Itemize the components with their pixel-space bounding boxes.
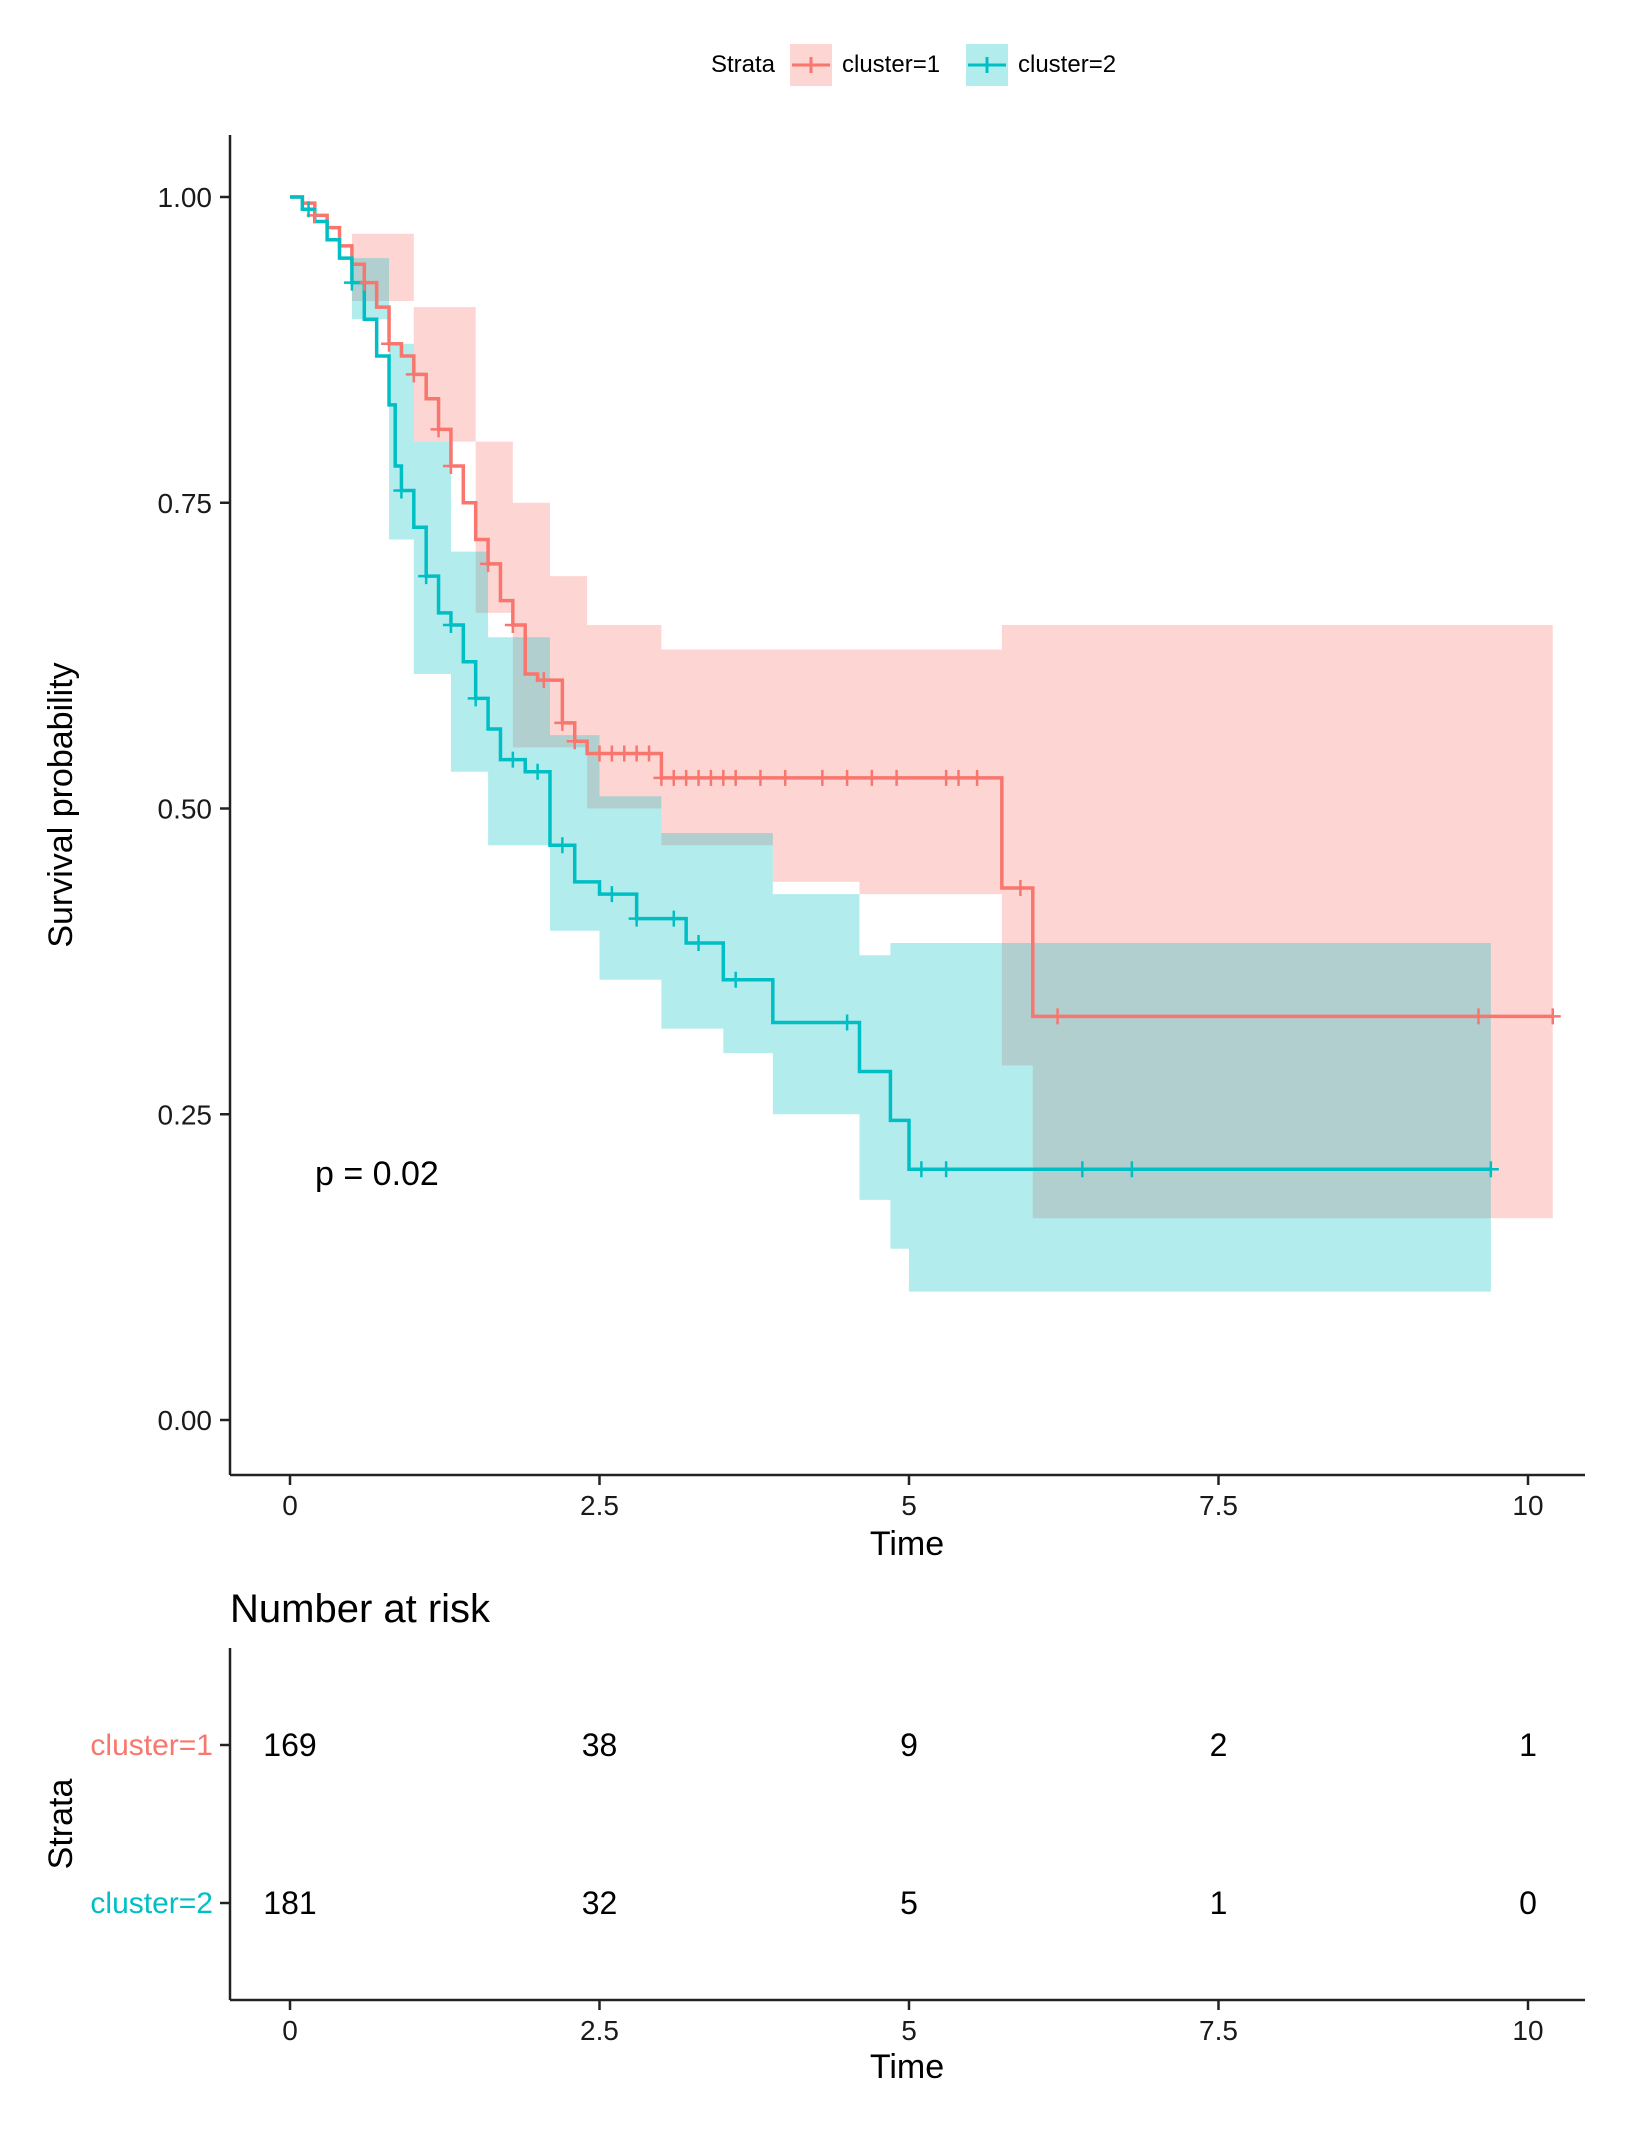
censor-mark-cluster-1 — [888, 769, 905, 786]
censor-mark-cluster-2 — [343, 274, 360, 291]
risk-value-cluster-2: 1 — [1210, 1885, 1228, 1921]
censor-mark-cluster-1 — [1049, 1008, 1066, 1025]
risk-value-cluster-1: 2 — [1210, 1727, 1228, 1763]
y-axis-ticks: 0.00 0.25 0.50 0.75 1.00 — [158, 182, 230, 1436]
censor-mark-cluster-1 — [641, 745, 658, 762]
censor-mark-cluster-1 — [535, 672, 552, 689]
censor-mark-cluster-1 — [727, 769, 744, 786]
censor-mark-cluster-1 — [1012, 879, 1029, 896]
risk-y-axis-title: Strata — [42, 1779, 80, 1870]
censor-mark-cluster-2 — [1123, 1161, 1140, 1178]
censor-mark-cluster-1 — [1470, 1008, 1487, 1025]
y-tick-label: 1.00 — [158, 182, 213, 213]
legend-label-cluster-1: cluster=1 — [842, 51, 940, 78]
confidence-bands — [290, 197, 1553, 1292]
x-tick-label: 2.5 — [580, 2015, 619, 2046]
risk-value-cluster-2: 32 — [582, 1885, 618, 1921]
censor-mark-cluster-1 — [442, 458, 459, 475]
censor-mark-cluster-1 — [430, 421, 447, 438]
y-tick-label: 0.25 — [158, 1099, 213, 1130]
censor-mark-cluster-1 — [752, 769, 769, 786]
censor-mark-cluster-2 — [393, 482, 410, 499]
risk-value-cluster-2: 181 — [263, 1885, 316, 1921]
censor-mark-cluster-1 — [1544, 1008, 1561, 1025]
legend-label-cluster-2: cluster=2 — [1018, 51, 1116, 78]
censor-mark-cluster-2 — [300, 201, 317, 218]
censor-mark-cluster-2 — [727, 971, 744, 988]
risk-x-axis-title: Time — [870, 2048, 944, 2086]
censor-mark-cluster-2 — [665, 910, 682, 927]
risk-table-title: Number at risk — [230, 1587, 491, 1631]
risk-value-cluster-1: 38 — [582, 1727, 618, 1763]
ci-band-cluster-1 — [290, 197, 1553, 1219]
risk-rows: cluster=1 169 38 9 2 1 cluster=2 181 32 5 1 0 — [90, 1727, 1536, 1921]
x-tick-label: 0 — [282, 1490, 298, 1521]
x-tick-label: 7.5 — [1199, 2015, 1238, 2046]
survival-plot: 0.00 0.25 0.50 0.75 1.00 0 2.5 5 7.5 10 Time Sur… — [42, 135, 1585, 1563]
censor-mark-cluster-2 — [690, 935, 707, 952]
risk-row-label-cluster-1: cluster=1 — [90, 1729, 213, 1762]
censor-mark-cluster-1 — [863, 769, 880, 786]
x-tick-label: 10 — [1512, 2015, 1543, 2046]
censor-mark-cluster-2 — [1482, 1161, 1499, 1178]
risk-value-cluster-1: 1 — [1519, 1727, 1537, 1763]
y-tick-label: 0.50 — [158, 794, 213, 825]
censor-mark-cluster-1 — [405, 366, 422, 383]
censor-mark-cluster-2 — [442, 617, 459, 634]
censor-mark-cluster-2 — [467, 690, 484, 707]
x-tick-label: 5 — [901, 1490, 917, 1521]
censor-mark-cluster-2 — [628, 910, 645, 927]
x-tick-label: 5 — [901, 2015, 917, 2046]
censor-mark-cluster-2 — [504, 751, 521, 768]
risk-value-cluster-2: 0 — [1519, 1885, 1537, 1921]
x-tick-label: 7.5 — [1199, 1490, 1238, 1521]
censor-mark-cluster-2 — [554, 837, 571, 854]
censor-mark-cluster-1 — [950, 769, 967, 786]
censor-mark-cluster-1 — [777, 769, 794, 786]
censor-mark-cluster-1 — [839, 769, 856, 786]
censor-mark-cluster-1 — [554, 714, 571, 731]
x-tick-label: 0 — [282, 2015, 298, 2046]
censor-mark-cluster-2 — [913, 1161, 930, 1178]
x-axis-ticks: 0 2.5 5 7.5 10 — [282, 1475, 1544, 1521]
censor-mark-cluster-2 — [938, 1161, 955, 1178]
y-axis-title: Survival probability — [42, 662, 80, 947]
censor-mark-cluster-2 — [418, 568, 435, 585]
x-tick-label: 10 — [1512, 1490, 1543, 1521]
risk-row-label-cluster-2: cluster=2 — [90, 1887, 213, 1920]
legend: Strata cluster=1 cluster=2 — [711, 44, 1116, 86]
p-value-label: p = 0.02 — [315, 1155, 439, 1193]
censor-marks — [300, 201, 1561, 1178]
censor-mark-cluster-1 — [480, 555, 497, 572]
risk-table: Number at risk cluster=1 169 38 9 2 1cluster=… — [42, 1587, 1585, 2086]
censor-mark-cluster-1 — [969, 769, 986, 786]
censor-mark-cluster-2 — [1074, 1161, 1091, 1178]
risk-value-cluster-1: 169 — [263, 1727, 316, 1763]
y-tick-label: 0.00 — [158, 1405, 213, 1436]
risk-x-axis-ticks: 0 2.5 5 7.5 10 — [282, 2000, 1544, 2046]
censor-mark-cluster-1 — [566, 733, 583, 750]
legend-title: Strata — [711, 51, 776, 78]
censor-mark-cluster-2 — [839, 1014, 856, 1031]
censor-mark-cluster-1 — [814, 769, 831, 786]
x-tick-label: 2.5 — [580, 1490, 619, 1521]
risk-value-cluster-1: 9 — [900, 1727, 918, 1763]
censor-mark-cluster-2 — [529, 763, 546, 780]
censor-mark-cluster-1 — [504, 617, 521, 634]
censor-mark-cluster-2 — [603, 886, 620, 903]
x-axis-title: Time — [870, 1525, 944, 1563]
y-tick-label: 0.75 — [158, 488, 213, 519]
censor-mark-cluster-1 — [381, 335, 398, 352]
risk-value-cluster-2: 5 — [900, 1885, 918, 1921]
